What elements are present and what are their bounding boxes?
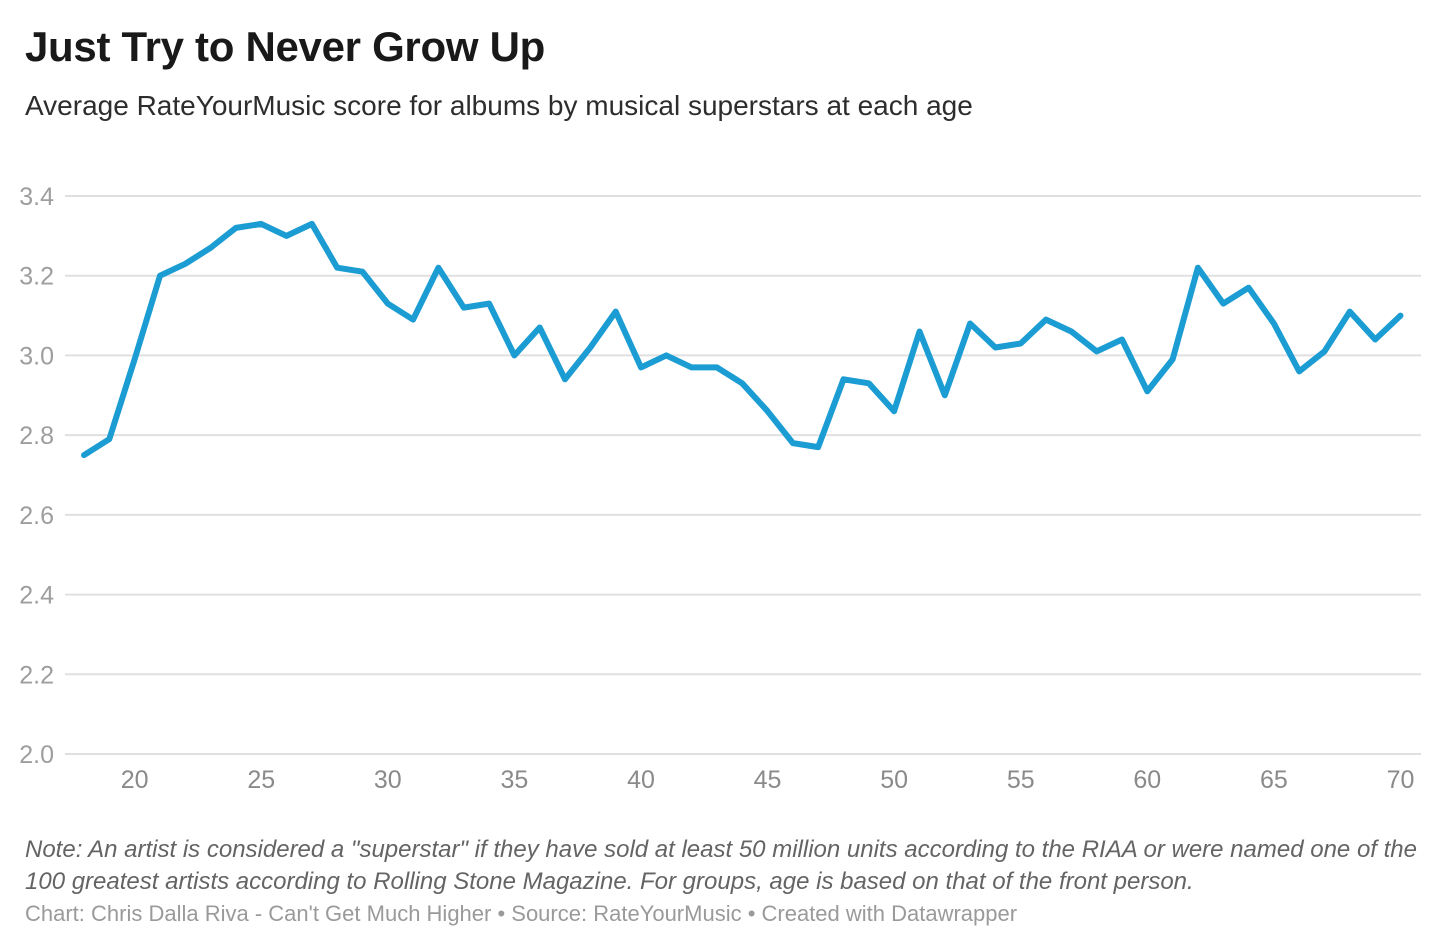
x-axis-tick-label: 25 — [247, 766, 275, 794]
y-axis-tick-label: 2.2 — [19, 661, 54, 689]
y-axis-tick-label: 3.4 — [19, 183, 54, 211]
chart-credit: Chart: Chris Dalla Riva - Can't Get Much… — [25, 901, 1018, 926]
x-axis-tick-label: 50 — [880, 766, 908, 794]
chart-subtitle: Average RateYourMusic score for albums b… — [25, 90, 973, 121]
y-axis-tick-label: 2.4 — [19, 582, 54, 610]
x-axis-tick-label: 55 — [1007, 766, 1035, 794]
x-axis-tick-label: 70 — [1387, 766, 1415, 794]
x-axis-tick-label: 65 — [1260, 766, 1288, 794]
x-axis-tick-label: 40 — [627, 766, 655, 794]
x-axis-tick-label: 35 — [500, 766, 528, 794]
y-axis-tick-label: 3.2 — [19, 263, 54, 291]
y-axis-tick-label: 3.0 — [19, 342, 54, 370]
x-axis-tick-label: 45 — [754, 766, 782, 794]
y-axis-tick-label: 2.6 — [19, 502, 54, 530]
line-chart-plot: 3.4 3.2 3.0 2.8 2.6 2.4 2.2 2.0 20 25 30 35 40 45 50 55… — [19, 183, 1421, 794]
y-axis-tick-label: 2.0 — [19, 741, 54, 769]
y-axis-tick-label: 2.8 — [19, 422, 54, 450]
chart-title: Just Try to Never Grow Up — [25, 23, 545, 70]
x-axis-tick-label: 20 — [121, 766, 149, 794]
chart-note: Note: An artist is considered a "superst… — [25, 836, 1417, 895]
x-axis-tick-label: 60 — [1133, 766, 1161, 794]
x-axis-tick-label: 30 — [374, 766, 402, 794]
data-line-series — [81, 220, 1404, 459]
